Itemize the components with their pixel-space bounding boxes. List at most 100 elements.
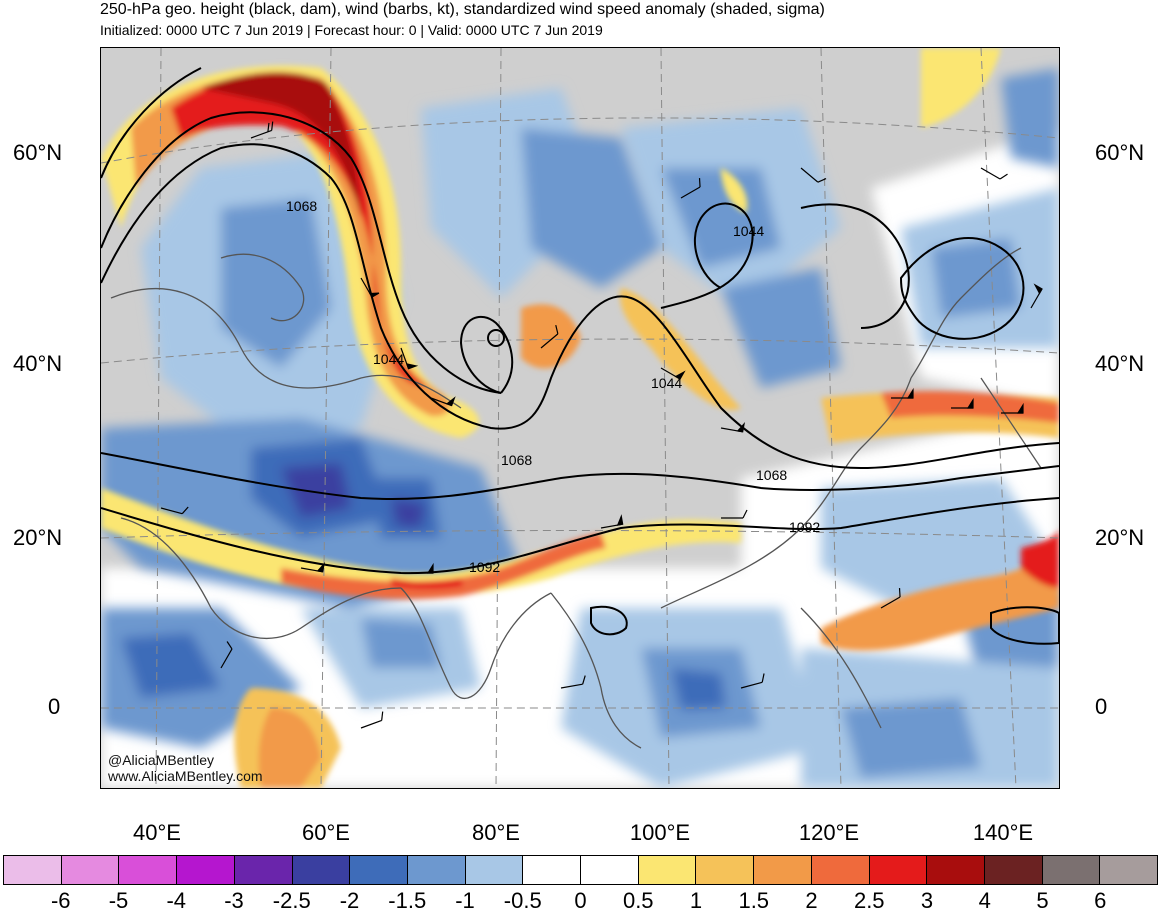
lat-label-left: 40°N [13,351,63,376]
lon-label: 120°E [798,820,860,845]
credit-site: www.AliciaMBentley.com [108,768,263,784]
lon-label: 60°E [302,820,350,845]
colorbar-swatch [407,856,466,884]
colorbar-tick-label: 5 [1036,888,1049,913]
colorbar [3,855,1158,885]
wind-barb [600,514,624,529]
contour-label: 1044 [733,223,764,239]
wind-barb [740,673,765,689]
colorbar-tick-label: 2.5 [853,888,885,913]
colorbar-tick-label: 0.5 [622,888,654,913]
colorbar-tick-label: -5 [108,888,129,913]
colorbar-swatch [1042,856,1101,884]
credit-handle: @AliciaMBentley [108,752,215,768]
chart-title: 250-hPa geo. height (black, dam), wind (… [100,1,825,18]
lon-label: 80°E [472,820,520,845]
colorbar-swatch [638,856,697,884]
colorbar-tick-label: 2 [805,888,818,913]
wind-barb [360,277,380,298]
colorbar-tick-label: -1.5 [388,888,427,913]
colorbar-tick-label: 3 [920,888,934,913]
wind-barb [300,561,326,573]
lat-label-right: 0 [1095,694,1108,719]
colorbar-swatch [869,856,928,884]
wind-barb [560,675,586,689]
contour-1044 [101,143,1059,470]
colorbar-tick-label: 0 [574,888,587,913]
height-contours [101,67,1059,645]
colorbar-swatch [119,856,178,884]
colorbar-swatch [927,856,985,884]
contour-label: 1044 [373,351,404,367]
lat-label-right: 20°N [1095,525,1145,550]
colorbar-tick-label: -4 [166,888,187,913]
contour-label: 1068 [756,467,787,483]
wind-barb [660,367,686,380]
wind-barb [800,167,827,183]
colorbar-tick-label: 6 [1094,888,1107,913]
lat-label-right: 40°N [1095,351,1145,376]
colorbar-swatch [61,856,120,884]
colorbar-swatch [696,856,755,884]
wind-barb [951,397,974,409]
wind-barbs [160,121,1043,729]
wind-barb [360,711,384,729]
colorbar-swatch [811,856,870,884]
colorbar-tick-label: -2 [339,888,360,913]
wind-barb [720,421,746,433]
wind-barb [540,325,559,349]
colorbar-swatch [984,856,1043,884]
wind-barb [411,562,434,574]
lat-label-left: 60°N [13,140,63,165]
colorbar-swatch [581,856,639,884]
wind-barb [880,588,901,609]
colorbar-swatch [523,856,582,884]
colorbar-swatch [4,856,62,884]
wind-barb [1001,402,1024,414]
colorbar-tick-label: 4 [978,888,991,913]
wind-barb [400,347,419,370]
colorbar-swatch [465,856,524,884]
colorbar-swatch [177,856,235,884]
colorbar-swatch [1100,856,1158,884]
contour-labels: 1068 1044 1044 1044 1068 1068 1092 1092 [286,198,820,575]
colorbar-tick-label: 1 [689,888,703,913]
contour-label: 1092 [789,519,820,535]
wind-barb [1030,283,1043,309]
colorbar-swatch [234,856,293,884]
wind-barb [680,178,701,199]
wind-barb [891,387,914,399]
lon-label: 40°E [133,820,181,845]
map-panel: 1068 1044 1044 1044 1068 1068 1092 1092 [100,47,1060,789]
contour-1092 [101,497,1059,575]
wind-barb [250,121,274,139]
colorbar-tick-label: -1 [455,888,475,913]
contour-1068 [101,452,1059,500]
lon-label: 140°E [972,820,1034,845]
wind-barb [721,509,748,519]
wind-barb [160,506,189,515]
colorbar-tick-label: -0.5 [503,888,542,913]
lat-label-left: 20°N [13,525,63,550]
contour-label: 1068 [286,198,317,214]
lat-label-right: 60°N [1095,140,1145,165]
colorbar-tick-label: -2.5 [272,888,311,913]
coastlines [110,247,1042,749]
wind-barb [430,396,456,407]
map-svg: 1068 1044 1044 1044 1068 1068 1092 1092 [101,48,1059,788]
lat-lon-grid [101,48,1059,788]
colorbar-tick-label: -6 [50,888,71,913]
colorbar-tick-label: 1.5 [738,888,770,913]
wind-barb [980,167,1008,180]
colorbar-tick-label: -3 [224,888,244,913]
contour-label: 1068 [501,452,532,468]
contour-label: 1092 [469,559,500,575]
lon-label: 100°E [629,820,691,845]
lat-label-left: 0 [48,694,61,719]
chart-subtitle: Initialized: 0000 UTC 7 Jun 2019 | Forec… [100,22,603,38]
colorbar-swatch [292,856,351,884]
contour-label: 1044 [651,375,682,391]
colorbar-swatch [350,856,408,884]
colorbar-swatch [754,856,812,884]
wind-barb [220,641,233,669]
